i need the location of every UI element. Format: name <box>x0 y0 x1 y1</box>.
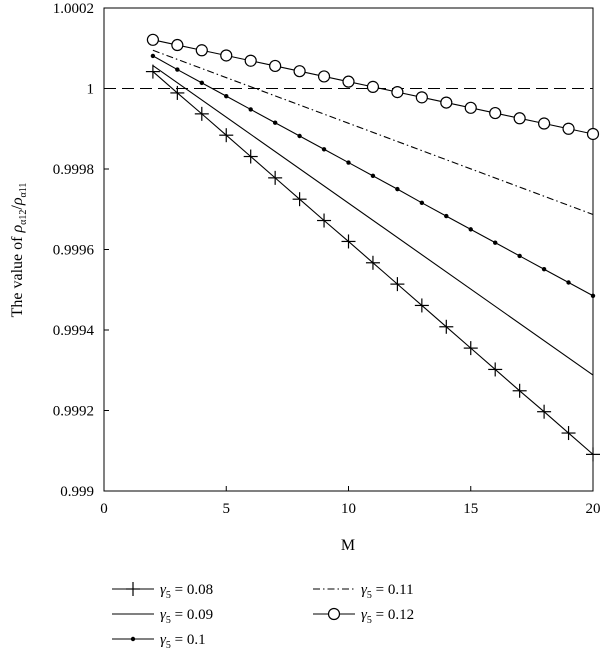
dot-marker <box>224 93 229 99</box>
legend-label: γ5 = 0.1 <box>160 632 206 651</box>
circle-marker <box>489 106 502 120</box>
y-tick-label: 0.9994 <box>53 323 95 339</box>
plus-marker <box>512 383 527 398</box>
y-tick-label: 0.9996 <box>53 243 95 259</box>
circle-marker <box>342 75 355 88</box>
dot-marker <box>199 80 204 86</box>
circle-marker <box>317 70 331 83</box>
y-tick-label: 1 <box>87 82 95 98</box>
dot-marker <box>517 253 522 259</box>
plus-marker <box>341 234 356 249</box>
series-4 <box>152 49 594 215</box>
dot-marker <box>130 636 136 642</box>
circle-marker <box>171 38 184 52</box>
dot-marker <box>248 107 253 112</box>
plus-marker <box>414 298 429 313</box>
y-axis-title: The value of ρα12/ρα11 <box>9 183 29 318</box>
dot-marker <box>468 227 473 232</box>
legend-label: γ5 = 0.09 <box>160 607 213 626</box>
plus-marker <box>292 192 307 207</box>
plus-marker <box>268 170 283 185</box>
plus-marker <box>243 149 258 164</box>
x-tick-label: 5 <box>223 501 231 517</box>
x-tick-label: 0 <box>100 501 108 517</box>
circle-marker <box>327 607 341 621</box>
legend-item: γ5 = 0.08 <box>112 582 213 601</box>
dot-marker <box>370 173 376 179</box>
plus-marker <box>145 64 160 79</box>
dot-marker <box>175 67 180 72</box>
legend-item: γ5 = 0.11 <box>313 582 414 601</box>
plus-marker <box>488 362 503 377</box>
circle-marker <box>244 54 257 67</box>
circle-marker <box>464 101 477 114</box>
legend-label: γ5 = 0.11 <box>361 582 414 601</box>
dot-marker <box>419 200 425 206</box>
circle-marker <box>146 33 159 46</box>
plus-marker <box>439 319 454 334</box>
series-layer <box>145 33 600 462</box>
plus-marker <box>586 447 600 462</box>
series-line <box>152 65 594 376</box>
plus-marker <box>194 106 209 121</box>
dot-marker <box>566 280 571 285</box>
y-tick-label: 0.9998 <box>53 162 94 178</box>
series-3 <box>150 53 596 298</box>
y-tick-label: 0.9992 <box>53 404 94 420</box>
circle-marker <box>562 122 575 135</box>
x-tick-label: 10 <box>341 501 356 517</box>
dot-marker <box>444 213 449 219</box>
circle-marker <box>269 59 282 73</box>
circle-marker <box>195 44 208 57</box>
circle-marker <box>391 86 404 99</box>
x-tick-label: 15 <box>463 501 478 517</box>
legend-item: γ5 = 0.09 <box>112 607 213 626</box>
x-tick-label: 20 <box>586 501 600 517</box>
legend-item: γ5 = 0.12 <box>313 607 414 626</box>
y-tick-label: 0.999 <box>60 484 94 500</box>
plus-marker <box>365 255 380 270</box>
legend-label: γ5 = 0.08 <box>160 582 213 601</box>
dot-marker <box>321 147 327 152</box>
dot-marker <box>395 186 400 192</box>
legend: γ5 = 0.08 γ5 = 0.09 γ5 = 0.1 γ5 = 0.11 γ5 = … <box>112 582 414 651</box>
circle-marker <box>293 65 306 78</box>
circle-marker <box>415 91 428 104</box>
dot-marker <box>297 133 302 139</box>
dot-marker <box>590 293 596 298</box>
plus-marker <box>390 277 405 292</box>
dot-marker <box>272 120 278 125</box>
series-line <box>152 49 594 215</box>
plus-marker <box>317 213 332 228</box>
legend-label: γ5 = 0.12 <box>361 607 414 626</box>
y-tick-label: 1.0002 <box>53 1 94 17</box>
series-1 <box>145 64 600 462</box>
dot-marker <box>150 53 156 59</box>
plus-marker <box>537 404 552 419</box>
plus-marker <box>463 341 478 356</box>
circle-marker <box>366 80 380 93</box>
plus-marker <box>561 426 576 441</box>
x-axis-title: M <box>341 537 355 554</box>
series-5 <box>146 33 600 141</box>
circle-marker <box>440 96 453 109</box>
circle-marker <box>513 112 526 125</box>
circle-marker <box>537 117 551 130</box>
legend-item: γ5 = 0.1 <box>112 632 206 651</box>
plus-marker <box>126 582 140 596</box>
ticks-layer: 0 5 10 15 20 0.999 0.9992 0.9994 0.9996 0.9998 1 1.… <box>53 1 600 517</box>
plus-marker <box>170 85 185 100</box>
series-2 <box>152 65 594 376</box>
circle-marker <box>586 127 600 141</box>
plus-marker <box>219 128 234 143</box>
circle-marker <box>220 49 233 62</box>
dot-marker <box>346 160 351 165</box>
dot-marker <box>541 267 547 272</box>
dot-marker <box>493 240 498 245</box>
